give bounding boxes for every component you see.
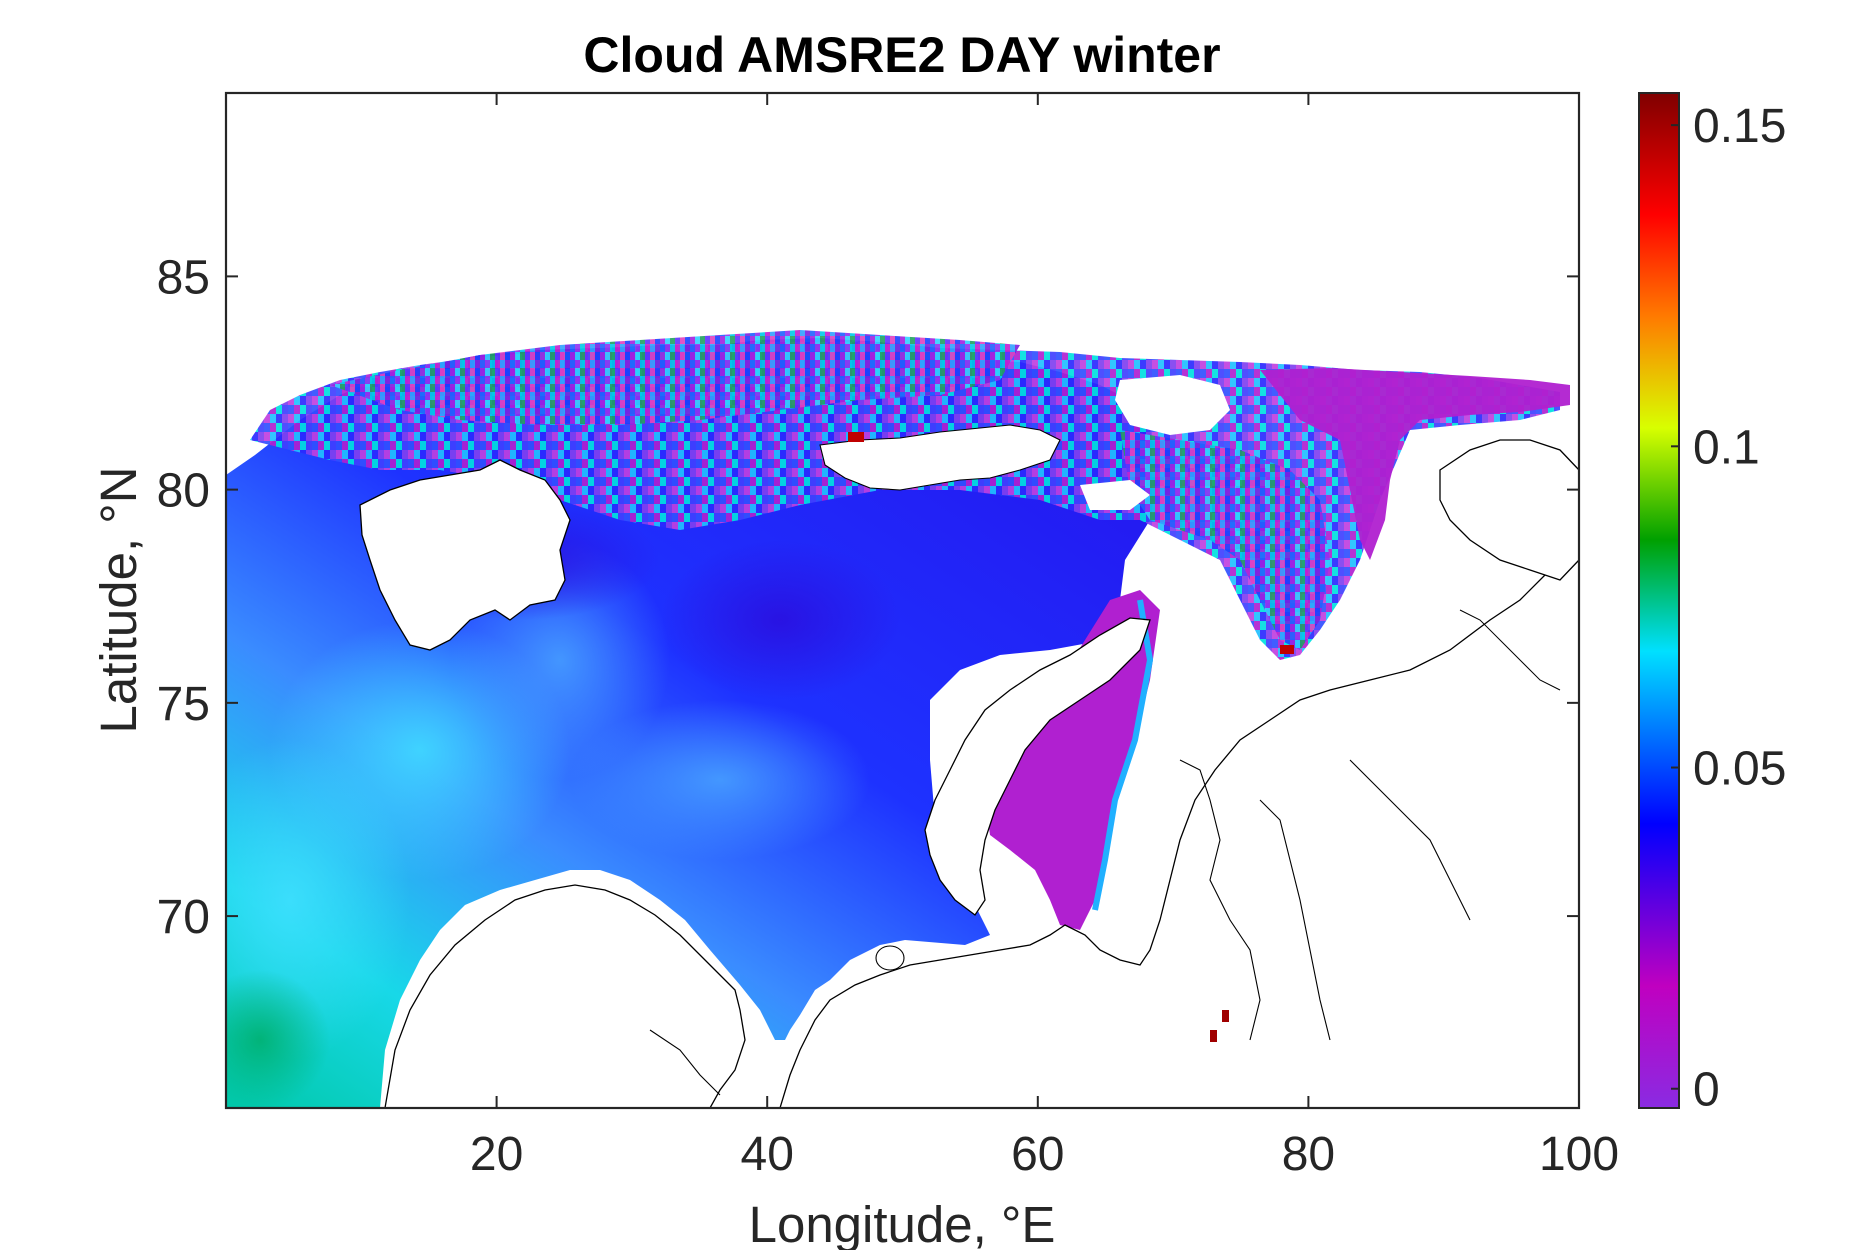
x-tick-label: 60: [1011, 1128, 1064, 1181]
russian-mainland-land: [779, 539, 1579, 1108]
speck-2: [1222, 1010, 1229, 1022]
speck-1: [848, 432, 864, 442]
x-axis: 20 40 60 80 100: [470, 93, 1619, 1181]
colorbar-ticks: 0 0.05 0.1 0.15: [1671, 100, 1786, 1117]
colorbar: [1638, 92, 1680, 1109]
svalbard-land: [359, 459, 571, 651]
coastline-detail-4: [1459, 609, 1561, 691]
colorbar-tick-label: 0.1: [1693, 421, 1760, 474]
colorbar-tick-label: 0.15: [1693, 100, 1786, 153]
coastline-detail-2: [1259, 799, 1331, 1041]
y-tick-label: 85: [157, 251, 210, 304]
taymyr-land: [1439, 439, 1579, 581]
colorbar-tick-label: 0: [1693, 1064, 1720, 1117]
teal-region-southwest: [226, 970, 330, 1108]
white-sea-coast: [649, 1029, 721, 1096]
plot-area: [226, 93, 1579, 1108]
laptev-edge-band: [1260, 368, 1570, 560]
y-axis: 70 75 80 85: [157, 251, 1579, 944]
x-tick-label: 20: [470, 1128, 523, 1181]
speck-4: [1280, 645, 1294, 654]
colorbar-tick-label: 0.05: [1693, 743, 1786, 796]
franz-josef-land: [819, 424, 1061, 491]
kara-sea-field: [985, 590, 1160, 930]
north-gap-1: [1080, 480, 1150, 510]
y-tick-label: 70: [157, 891, 210, 944]
ice-edge-noise-band-2: [330, 330, 1020, 425]
coastline-detail-3: [1349, 759, 1471, 921]
y-tick-label: 75: [157, 678, 210, 731]
scandinavia-kola-land: [384, 884, 746, 1108]
deep-blue-region: [660, 540, 900, 700]
coastline-detail-1: [1179, 759, 1261, 1041]
speck-3: [1210, 1030, 1217, 1042]
axes-frame: [224, 91, 1581, 1110]
cyan-region-barents-center: [570, 700, 870, 860]
x-tick-label: 40: [741, 1128, 794, 1181]
kara-sea-edge: [1092, 599, 1154, 911]
y-tick-label: 80: [157, 465, 210, 518]
eastern-noise-cluster: [1120, 430, 1330, 650]
x-axis-label: Longitude, °E: [749, 1196, 1056, 1250]
kolguev-island: [875, 945, 905, 971]
x-tick-label: 80: [1282, 1128, 1335, 1181]
novaya-zemlya-land: [924, 617, 1151, 916]
chart-title: Cloud AMSRE2 DAY winter: [583, 27, 1220, 83]
x-tick-label: 100: [1539, 1128, 1619, 1181]
y-axis-label: Latitude, °N: [90, 466, 147, 733]
severnaya-zemlya-gap: [1115, 375, 1230, 435]
